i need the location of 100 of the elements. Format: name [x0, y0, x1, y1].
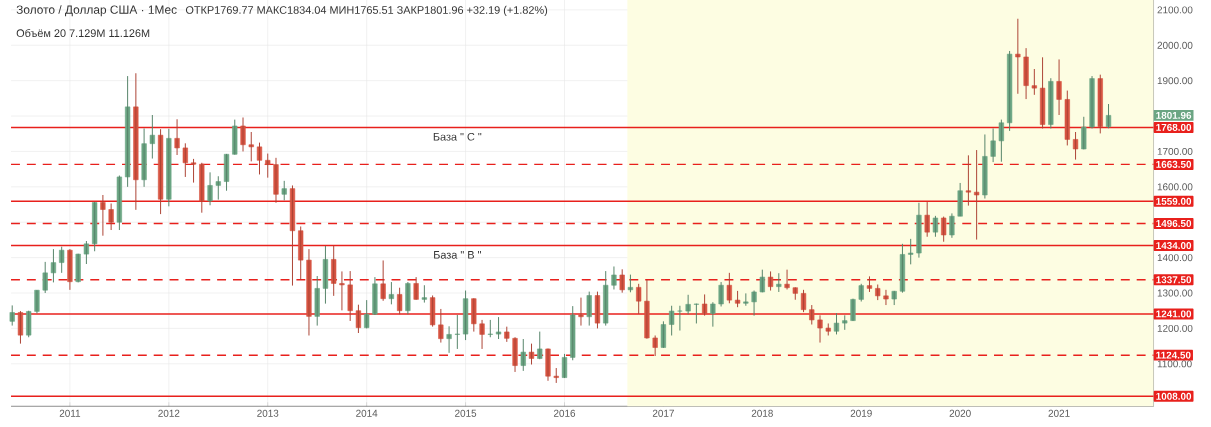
annotation: Объём 20 7.129M 11.126M	[16, 28, 150, 37]
candlestick	[891, 290, 897, 306]
candlestick	[652, 334, 658, 357]
candlestick	[471, 297, 477, 333]
candlestick	[619, 268, 625, 294]
y-tick-label: 2100.00	[1157, 6, 1193, 14]
candlestick	[495, 316, 502, 340]
candlestick	[42, 261, 48, 294]
candlestick	[1039, 56, 1046, 129]
candlestick	[553, 367, 559, 384]
candlestick	[759, 269, 765, 293]
candlestick	[842, 314, 848, 331]
candlestick	[726, 272, 732, 304]
candlestick	[669, 305, 675, 336]
candlestick	[883, 289, 889, 306]
candlestick	[932, 215, 939, 238]
candlestick	[462, 290, 469, 341]
candlestick	[388, 281, 394, 305]
candlestick	[182, 142, 188, 178]
candlestick	[520, 338, 526, 372]
x-tick-label: 2020	[949, 409, 971, 417]
candlestick	[331, 245, 337, 297]
candlestick	[578, 297, 584, 327]
ref-line-label: 1124.50	[1156, 351, 1191, 359]
y-tick-label: 1100.00	[1157, 360, 1192, 368]
ref-line-label: 1337.50	[1156, 276, 1192, 284]
x-tick-label: 2018	[751, 409, 773, 417]
candlestick	[809, 304, 815, 325]
candlestick	[1072, 131, 1079, 161]
candlestick	[265, 153, 271, 179]
candlestick	[322, 245, 329, 305]
candlestick	[9, 304, 15, 327]
candlestick	[355, 304, 362, 334]
candlestick	[281, 180, 287, 201]
text: 1801.96	[1156, 111, 1192, 119]
y-tick-label: 1200.00	[1157, 324, 1193, 332]
x-tick-label: 2012	[158, 409, 180, 417]
candlestick	[693, 303, 699, 324]
x-tick-label: 2015	[455, 409, 477, 417]
annotation: База " В "	[434, 251, 481, 259]
candlestick	[537, 331, 543, 360]
candlestick	[627, 274, 634, 293]
candlestick	[941, 216, 947, 243]
y-tick-label: 1700.00	[1157, 147, 1193, 155]
candlestick	[125, 75, 131, 188]
candlestick	[825, 322, 831, 336]
y-tick-label: 1900.00	[1157, 77, 1193, 85]
candlestick	[116, 175, 122, 231]
candlestick	[83, 240, 90, 265]
x-tick-label: 2017	[652, 409, 674, 417]
candlestick	[59, 246, 65, 274]
candlestick	[1015, 18, 1021, 95]
candlestick	[965, 154, 971, 207]
candlestick	[339, 270, 345, 311]
candlestick	[899, 243, 906, 294]
candlestick	[767, 270, 774, 292]
candlestick	[636, 283, 642, 315]
y-tick-label: 2000.00	[1157, 41, 1193, 49]
x-tick-label: 2011	[59, 409, 81, 417]
ref-line-label: 1496.50	[1156, 219, 1192, 227]
candlestick	[660, 320, 667, 349]
candlestick	[215, 175, 221, 201]
candlestick	[743, 292, 749, 307]
candlestick	[1048, 77, 1054, 129]
ref-line-label: 1559.00	[1156, 197, 1192, 205]
candlestick	[75, 253, 81, 283]
x-tick-label: 2019	[850, 409, 872, 417]
candlestick	[298, 225, 304, 281]
candlestick	[232, 119, 238, 156]
chart-title: Золото / Доллар США · 1Мес	[16, 5, 177, 17]
candlestick	[570, 305, 576, 361]
candlestick	[586, 291, 592, 327]
annotation: База " С "	[433, 132, 482, 141]
candlestick	[1007, 50, 1013, 132]
candlestick	[875, 284, 881, 301]
candlestick	[858, 283, 864, 302]
candlestick	[734, 290, 741, 308]
candlestick	[248, 131, 254, 162]
candlestick	[1031, 68, 1037, 96]
candlestick	[702, 293, 708, 317]
candlestick	[504, 326, 510, 343]
candlestick	[26, 310, 32, 338]
x-tick-label: 2021	[1048, 409, 1070, 417]
ref-line-label: 1241.00	[1156, 310, 1192, 318]
candlestick	[487, 319, 493, 338]
candlestick	[1081, 116, 1087, 150]
candlestick	[149, 114, 155, 160]
ref-line-label: 1663.50	[1156, 160, 1192, 168]
candlestick	[908, 238, 914, 265]
ref-line-label: 1434.00	[1156, 242, 1192, 250]
x-tick-label: 2014	[356, 409, 378, 417]
candlestick	[866, 275, 873, 293]
candlestick	[974, 149, 980, 241]
candlestick	[190, 158, 197, 184]
x-tick-label: 2016	[553, 409, 576, 417]
candlestick	[199, 162, 205, 214]
candlestick	[438, 308, 444, 344]
candlestick	[347, 270, 353, 322]
candlestick	[430, 294, 436, 328]
candlestick	[421, 284, 427, 304]
